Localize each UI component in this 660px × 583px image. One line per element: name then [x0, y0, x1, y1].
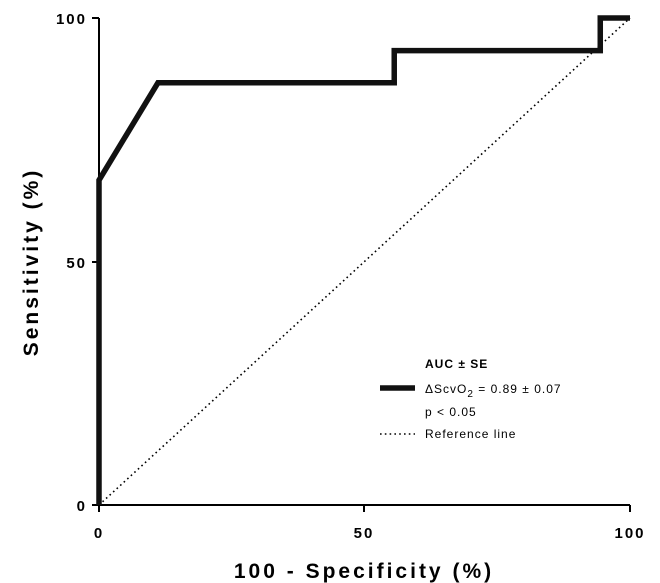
- legend-p-value: p < 0.05: [425, 405, 477, 419]
- legend-roc-label: ΔScvO2 = 0.89 ± 0.07: [425, 382, 562, 400]
- legend: AUC ± SE ΔScvO2 = 0.89 ± 0.07 p < 0.05 R…: [380, 357, 562, 441]
- roc-curve: [96, 15, 630, 505]
- x-tick-label-100: 100: [614, 525, 645, 542]
- y-tick-label-50: 50: [66, 255, 87, 272]
- x-axis-title: 100 - Specificity (%): [234, 560, 494, 583]
- legend-roc-symbol: ΔScvO: [425, 382, 467, 396]
- reference-line: [98, 17, 631, 506]
- x-tick-label-0: 0: [94, 525, 104, 542]
- legend-reference-label: Reference line: [425, 427, 516, 441]
- y-tick-label-0: 0: [77, 498, 87, 515]
- legend-roc-value: = 0.89 ± 0.07: [474, 382, 562, 396]
- legend-roc-subscript: 2: [467, 389, 474, 400]
- x-tick-label-50: 50: [354, 525, 375, 542]
- y-axis-title: Sensitivity (%): [20, 168, 43, 357]
- legend-title: AUC ± SE: [425, 357, 488, 371]
- y-tick-label-100: 100: [56, 11, 87, 28]
